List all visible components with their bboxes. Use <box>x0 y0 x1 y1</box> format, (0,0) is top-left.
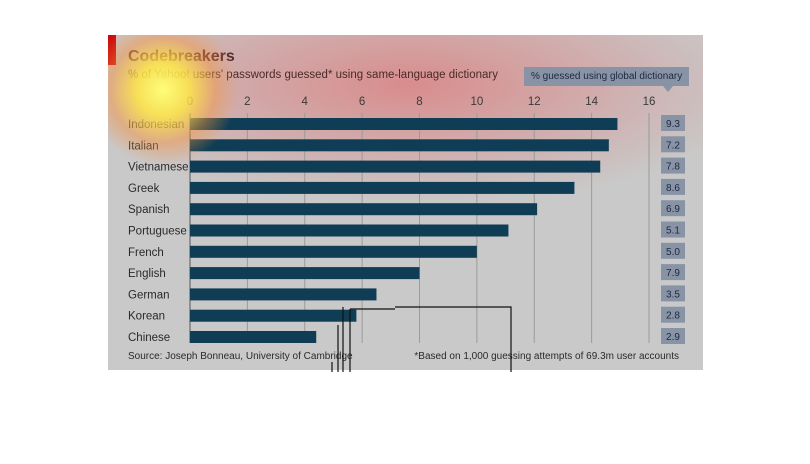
bar <box>190 224 509 237</box>
bar <box>190 139 609 152</box>
global-value-label: 7.2 <box>666 140 680 151</box>
bar <box>190 245 477 258</box>
x-tick-label: 16 <box>643 96 656 108</box>
x-tick-label: 10 <box>470 96 483 108</box>
global-value-label: 3.5 <box>666 289 680 300</box>
category-label: English <box>128 268 166 280</box>
bar <box>190 118 618 130</box>
x-tick-label: 8 <box>416 96 422 108</box>
footnote: *Based on 1,000 guessing attempts of 69.… <box>414 351 679 362</box>
global-value-label: 2.9 <box>666 332 680 343</box>
global-value-label: 5.0 <box>666 247 680 258</box>
x-tick-label: 6 <box>359 96 365 108</box>
x-tick-label: 12 <box>528 96 541 108</box>
global-value-label: 7.8 <box>666 162 680 173</box>
x-tick-label: 0 <box>187 96 193 108</box>
category-label: Indonesian <box>128 119 184 131</box>
category-label: French <box>128 247 164 259</box>
bar <box>190 181 575 194</box>
category-label: Vietnamese <box>128 162 189 174</box>
bar <box>190 267 420 280</box>
x-tick-label: 2 <box>244 96 250 108</box>
bar <box>190 203 538 216</box>
global-value-label: 7.9 <box>666 268 680 279</box>
chart-figure: Codebreakers % of Yahoo! users' password… <box>108 35 703 370</box>
category-label: Spanish <box>128 204 170 216</box>
bar <box>190 160 601 173</box>
bar <box>190 288 377 301</box>
bar <box>190 309 357 322</box>
category-label: Korean <box>128 311 165 323</box>
global-value-label: 6.9 <box>666 204 680 215</box>
global-value-label: 8.6 <box>666 183 680 194</box>
global-value-label: 2.8 <box>666 311 680 322</box>
global-value-label: 9.3 <box>666 119 680 130</box>
global-value-label: 5.1 <box>666 226 680 237</box>
x-tick-label: 14 <box>585 96 598 108</box>
category-label: Portuguese <box>128 226 187 238</box>
bar-chart: 0 2 4 6 8 10 12 14 16 Indonesian 9.3 Italian 7.2 Viet… <box>128 96 685 344</box>
category-label: Chinese <box>128 332 170 344</box>
bar <box>190 331 317 343</box>
x-tick-label: 4 <box>302 96 309 108</box>
category-label: Italian <box>128 140 159 152</box>
category-label: Greek <box>128 183 160 195</box>
source-note: Source: Joseph Bonneau, University of Ca… <box>128 351 353 362</box>
category-label: German <box>128 289 170 301</box>
